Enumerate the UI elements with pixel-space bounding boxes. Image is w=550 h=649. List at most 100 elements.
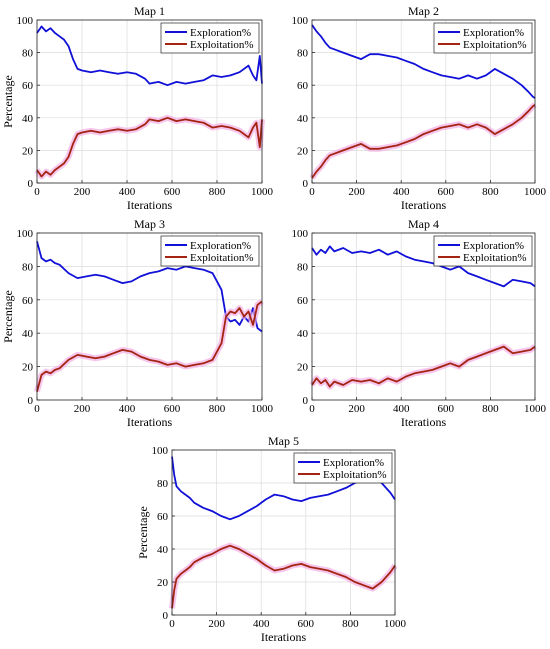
x-tick-label: 200: [74, 403, 91, 415]
legend-box: [293, 452, 393, 484]
legend-label-1: Exploration%: [463, 27, 524, 39]
series-line-2: [36, 300, 263, 392]
series-line-1: [311, 245, 536, 288]
x-tick-label: 400: [253, 618, 270, 630]
legend: Exploration%Exploitation%: [433, 235, 533, 267]
y-tick-label: 60: [22, 295, 34, 307]
y-tick-label: 80: [22, 48, 34, 60]
x-tick-label: 200: [74, 186, 91, 198]
x-tick-label: 200: [348, 186, 365, 198]
chart-title: Map 5: [268, 434, 299, 448]
axes-frame: [36, 19, 263, 184]
y-tick-label: 100: [292, 228, 309, 240]
y-tick-label: 0: [303, 395, 309, 407]
y-tick-label: 40: [297, 113, 309, 125]
x-tick-label: 0: [34, 186, 40, 198]
y-tick-label: 0: [163, 610, 169, 622]
chart-panel-4: 0 200 400 600 800 1000 0 20 40 60 80 100 Map 4 Iterat…: [292, 217, 547, 429]
legend: Exploration%Exploitation%: [293, 452, 393, 484]
legend-box: [433, 22, 533, 54]
legend: Exploration%Exploitation%: [160, 22, 260, 54]
x-tick-label: 600: [438, 186, 455, 198]
y-tick-label: 0: [28, 395, 34, 407]
y-tick-label: 40: [157, 544, 169, 556]
legend: Exploration%Exploitation%: [433, 22, 533, 54]
x-tick-label: 1000: [251, 403, 274, 415]
x-tick-label: 1000: [524, 403, 547, 415]
series-line-2: [311, 104, 536, 179]
x-tick-label: 600: [164, 186, 181, 198]
y-axis-label: Percentage: [1, 75, 15, 128]
series-line-2: [171, 544, 396, 609]
x-tick-label: 400: [119, 403, 136, 415]
x-axis-label: Iterations: [261, 630, 307, 644]
y-tick-label: 40: [22, 113, 34, 125]
legend-label-2: Exploitation%: [190, 39, 254, 51]
chart-title: Map 2: [408, 4, 439, 18]
legend-box: [160, 22, 260, 54]
x-tick-label: 800: [209, 403, 226, 415]
x-tick-label: 600: [164, 403, 181, 415]
x-tick-label: 800: [482, 403, 499, 415]
chart-title: Map 3: [134, 217, 165, 231]
chart-panel-5: 0 200 400 600 800 1000 0 20 40 60 80 100 Map 5 Iterat…: [136, 434, 407, 644]
x-tick-label: 600: [438, 403, 455, 415]
y-tick-label: 60: [22, 80, 34, 92]
y-tick-label: 20: [297, 362, 309, 374]
x-tick-label: 1000: [251, 186, 274, 198]
y-tick-label: 100: [292, 15, 309, 27]
x-tick-label: 0: [309, 403, 315, 415]
x-tick-label: 0: [34, 403, 40, 415]
y-tick-label: 100: [17, 15, 34, 27]
y-axis-label: Percentage: [136, 506, 150, 559]
legend: Exploration%Exploitation%: [160, 235, 260, 267]
legend-label-1: Exploration%: [323, 457, 384, 469]
y-tick-label: 60: [157, 511, 169, 523]
chart-panel-1: 0 200 400 600 800 1000 0 20 40 60 80 100 Map 1 Iterat…: [1, 4, 274, 212]
y-tick-label: 0: [303, 178, 309, 190]
x-axis-label: Iterations: [401, 415, 447, 429]
y-tick-label: 60: [297, 80, 309, 92]
axes-frame: [311, 232, 536, 401]
y-tick-label: 60: [297, 295, 309, 307]
axes-frame: [36, 232, 263, 401]
x-tick-label: 200: [348, 403, 365, 415]
x-tick-label: 1000: [384, 618, 407, 630]
x-tick-label: 400: [393, 186, 410, 198]
x-tick-label: 1000: [524, 186, 547, 198]
legend-label-1: Exploration%: [463, 240, 524, 252]
x-tick-label: 400: [119, 186, 136, 198]
legend-label-1: Exploration%: [190, 240, 251, 252]
y-tick-label: 20: [22, 362, 34, 374]
x-tick-label: 800: [209, 186, 226, 198]
y-tick-label: 20: [22, 145, 34, 157]
x-tick-label: 600: [298, 618, 315, 630]
series-line-2: [311, 345, 536, 388]
x-tick-label: 400: [393, 403, 410, 415]
legend-label-2: Exploitation%: [190, 252, 254, 264]
series-line-2: [36, 116, 263, 178]
chart-title: Map 4: [408, 217, 439, 231]
y-tick-label: 100: [152, 445, 169, 457]
axes-frame: [171, 449, 396, 616]
y-tick-label: 40: [297, 328, 309, 340]
x-tick-label: 800: [482, 186, 499, 198]
legend-box: [160, 235, 260, 267]
y-tick-label: 20: [297, 145, 309, 157]
y-tick-label: 20: [157, 577, 169, 589]
series-line-1: [36, 25, 263, 87]
y-tick-label: 80: [297, 48, 309, 60]
x-axis-label: Iterations: [401, 198, 447, 212]
y-tick-label: 80: [22, 261, 34, 273]
series-line-1: [311, 24, 536, 99]
legend-label-2: Exploitation%: [463, 39, 527, 51]
x-axis-label: Iterations: [127, 198, 173, 212]
y-tick-label: 80: [297, 261, 309, 273]
series-line-1: [36, 241, 263, 333]
y-tick-label: 80: [157, 478, 169, 490]
x-tick-label: 0: [169, 618, 175, 630]
x-tick-label: 200: [208, 618, 225, 630]
x-axis-label: Iterations: [127, 415, 173, 429]
legend-label-2: Exploitation%: [463, 252, 527, 264]
